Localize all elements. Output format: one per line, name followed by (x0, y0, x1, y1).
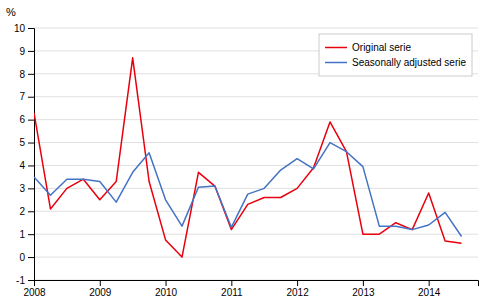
x-tick: 2010 (155, 280, 178, 298)
y-tick-mark (28, 165, 34, 166)
legend-label: Original serie (352, 42, 411, 53)
grid-line (34, 165, 478, 166)
y-tick-mark (28, 97, 34, 98)
y-tick: 0 (19, 252, 34, 263)
x-tick: 2009 (89, 280, 112, 298)
y-axis-label: % (6, 6, 16, 18)
grid-line (34, 142, 478, 143)
legend-swatch (325, 62, 347, 64)
x-tick: 2013 (352, 280, 375, 298)
x-tick-label: 2010 (155, 287, 178, 298)
grid-line (34, 96, 478, 97)
grid-line (34, 234, 478, 235)
y-tick: 7 (19, 91, 34, 102)
x-tick-label: 2008 (23, 287, 46, 298)
grid-line (34, 188, 478, 189)
y-tick-mark (28, 28, 34, 29)
x-tick-label: 2011 (221, 287, 243, 298)
grid-line (34, 119, 478, 120)
legend-item: Seasonally adjusted serie (325, 57, 466, 68)
y-tick-label: 8 (19, 69, 25, 80)
series-line (34, 58, 462, 257)
x-tick-label: 2013 (352, 287, 375, 298)
series-line (34, 143, 462, 237)
grid-line (34, 257, 478, 258)
x-tick: 2014 (418, 280, 441, 298)
y-tick-mark (28, 188, 34, 189)
x-tick: 2008 (23, 280, 46, 298)
legend: Original serie Seasonally adjusted serie (319, 34, 472, 76)
y-tick-mark (28, 211, 34, 212)
y-tick-mark (28, 143, 34, 144)
y-tick-label: 2 (19, 206, 25, 217)
y-tick: 8 (19, 69, 34, 80)
y-tick-label: 1 (19, 229, 25, 240)
chart: 2008 2009 2010 2011 2012 2013 2014 -1 0 1 2 3 4 5 6 7 8 9… (0, 0, 494, 304)
plot-area: 2008 2009 2010 2011 2012 2013 2014 -1 0 1 2 3 4 5 6 7 8 9… (6, 6, 479, 298)
y-tick-mark (28, 51, 34, 52)
y-tick-label: 0 (19, 252, 25, 263)
y-tick-mark (28, 74, 34, 75)
y-tick-label: 10 (14, 23, 26, 34)
y-tick-mark (28, 234, 34, 235)
y-tick-label: -1 (16, 275, 25, 286)
x-tick-mark (100, 280, 101, 286)
y-tick: 10 (14, 23, 34, 34)
y-tick: 2 (19, 206, 34, 217)
y-tick: 9 (19, 46, 34, 57)
x-tick-mark (231, 280, 232, 286)
legend-box (319, 34, 472, 76)
y-tick-mark (28, 257, 34, 258)
marks (34, 58, 462, 257)
grid-line (34, 28, 478, 29)
x-tick-label: 2012 (286, 287, 309, 298)
legend-item: Original serie (325, 42, 411, 53)
y-tick-label: 7 (19, 91, 25, 102)
y-tick-label: 5 (19, 137, 25, 148)
x-tick-label: 2014 (418, 287, 441, 298)
grid (34, 28, 478, 280)
x-tick: 2012 (286, 280, 309, 298)
legend-swatch (325, 47, 347, 49)
x-tick: 2011 (221, 280, 243, 298)
y-axis-line (28, 29, 35, 281)
y-tick-label: 3 (19, 183, 25, 194)
y-tick: 6 (19, 114, 34, 125)
grid-line (34, 211, 478, 212)
y-tick-mark (28, 120, 34, 121)
y-tick-label: 4 (19, 160, 25, 171)
y-axis: -1 0 1 2 3 4 5 6 7 8 9 10 (14, 23, 35, 286)
x-axis: 2008 2009 2010 2011 2012 2013 2014 (23, 280, 478, 298)
y-tick: 5 (19, 137, 34, 148)
x-tick-label: 2009 (89, 287, 112, 298)
x-tick-mark (363, 280, 364, 286)
y-tick: -1 (16, 275, 34, 286)
y-tick-label: 9 (19, 46, 25, 57)
y-tick: 4 (19, 160, 34, 171)
legend-label: Seasonally adjusted serie (352, 57, 466, 68)
y-tick-mark (28, 280, 34, 281)
x-tick-mark (297, 280, 298, 286)
y-tick: 3 (19, 183, 34, 194)
y-tick: 1 (19, 229, 34, 240)
x-tick-mark (166, 280, 167, 286)
x-tick-mark (429, 280, 430, 286)
y-tick-label: 6 (19, 114, 25, 125)
x-axis-line (35, 281, 479, 287)
